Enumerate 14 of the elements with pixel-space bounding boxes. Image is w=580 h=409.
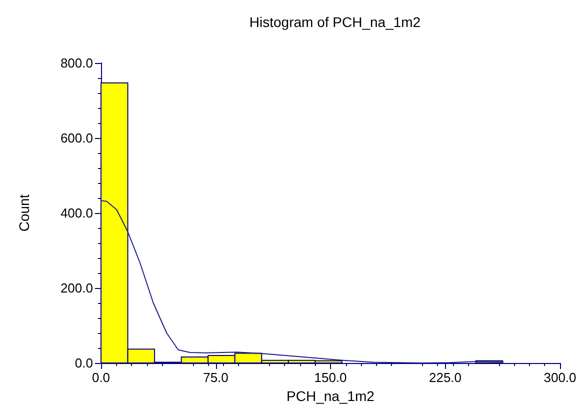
y-tick-label: 800.0 (60, 56, 93, 70)
y-tick-label: 200.0 (60, 280, 93, 296)
x-tick-label: 0.0 (92, 370, 110, 385)
chart-title: Histogram of PCH_na_1m2 (249, 14, 421, 30)
x-axis-title: PCH_na_1m2 (286, 388, 375, 404)
y-tick-label: 600.0 (60, 130, 93, 146)
x-tick-label: 150.0 (314, 370, 347, 385)
y-axis-title: Count (16, 194, 32, 232)
line-series (100, 200, 504, 364)
y-tick-label: 0.0 (74, 356, 93, 370)
x-tick-label: 300.0 (544, 370, 576, 385)
y-tick-label: 400.0 (60, 206, 93, 220)
x-tick-label: 225.0 (428, 370, 462, 385)
x-tick-label: 75.0 (203, 370, 228, 385)
